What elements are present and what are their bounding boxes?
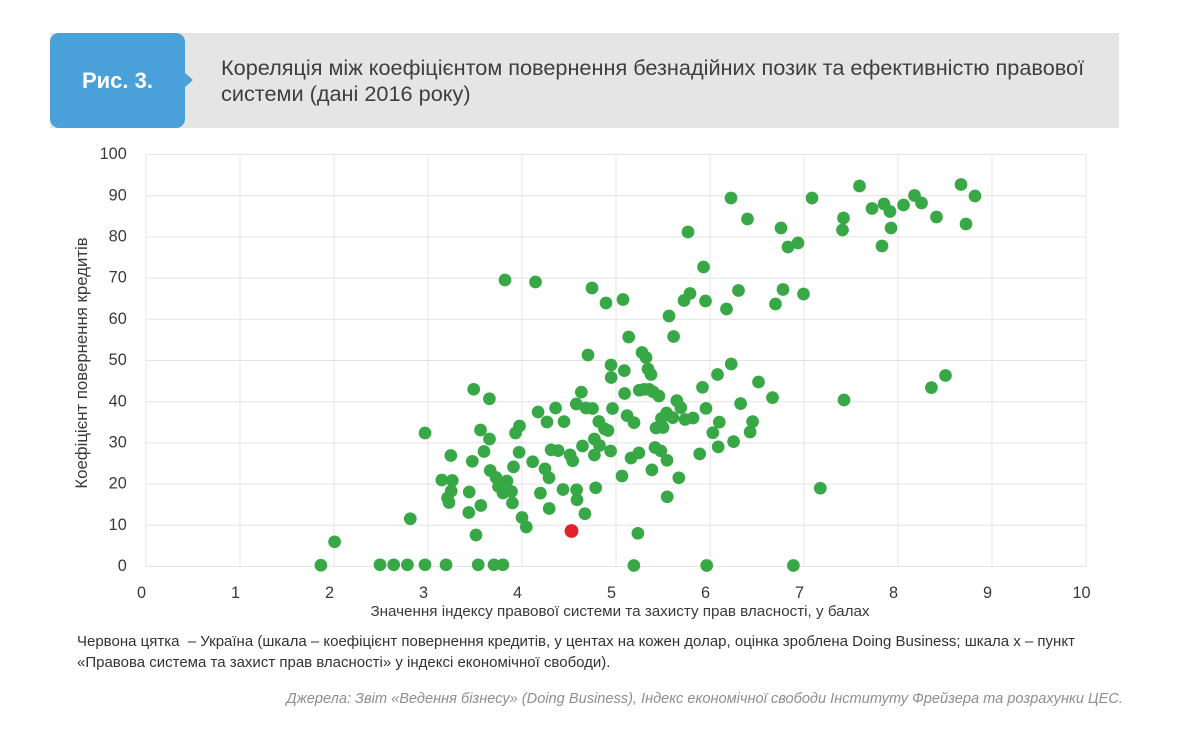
svg-text:70: 70 — [109, 269, 127, 287]
svg-text:20: 20 — [109, 475, 127, 493]
svg-text:8: 8 — [889, 584, 898, 602]
svg-text:Значення індексу правової сист: Значення індексу правової системи та зах… — [370, 603, 869, 620]
svg-text:1: 1 — [231, 584, 240, 602]
svg-text:40: 40 — [109, 392, 127, 410]
svg-text:Коефіцієнт повернення кредитів: Коефіцієнт повернення кредитів — [72, 237, 91, 488]
svg-text:10: 10 — [1072, 584, 1090, 602]
svg-text:9: 9 — [983, 584, 992, 602]
svg-text:100: 100 — [100, 145, 127, 163]
svg-text:80: 80 — [109, 228, 127, 246]
svg-text:90: 90 — [109, 186, 127, 204]
svg-text:0: 0 — [118, 557, 127, 575]
svg-text:4: 4 — [513, 584, 522, 602]
svg-text:30: 30 — [109, 434, 127, 452]
svg-text:3: 3 — [419, 584, 428, 602]
svg-text:10: 10 — [109, 516, 127, 534]
svg-text:6: 6 — [701, 584, 710, 602]
svg-text:5: 5 — [607, 584, 616, 602]
svg-text:60: 60 — [109, 310, 127, 328]
svg-text:0: 0 — [137, 584, 146, 602]
svg-text:7: 7 — [795, 584, 804, 602]
svg-text:50: 50 — [109, 351, 127, 369]
svg-text:2: 2 — [325, 584, 334, 602]
